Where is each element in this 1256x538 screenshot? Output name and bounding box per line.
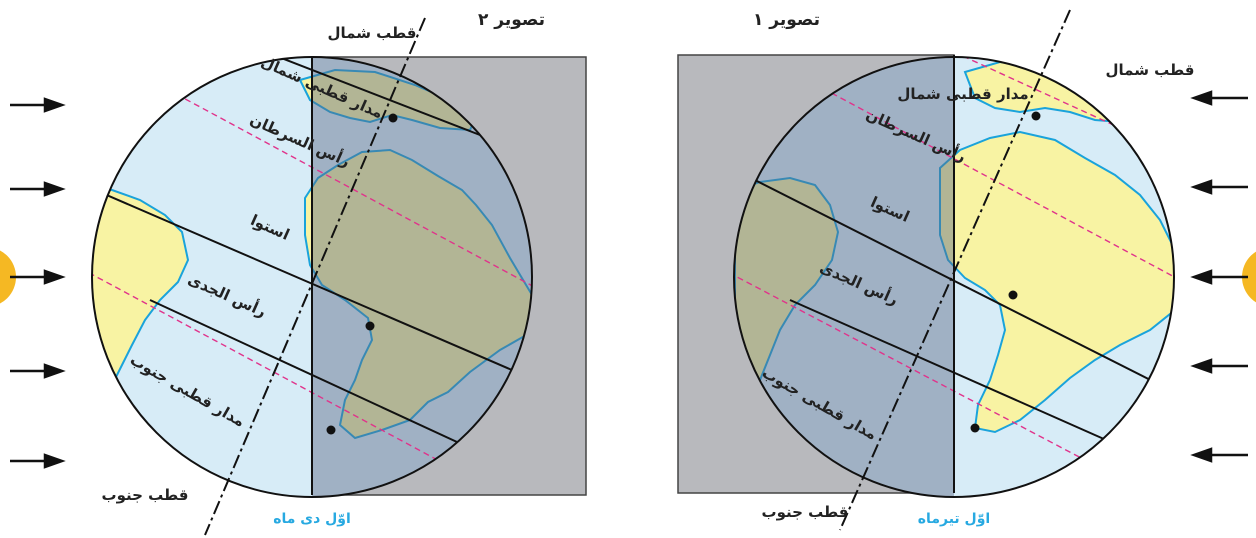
antarctic-circle-line: [789, 299, 1141, 456]
date-label: اوّل دی ماه: [273, 511, 351, 527]
date-label: اوّل تیرماه: [918, 511, 990, 527]
sunlight-arrows-left: [10, 97, 66, 469]
south-pole-label: قطب جنوب: [762, 503, 849, 521]
arrow-icon: [1190, 447, 1248, 463]
arrow-icon: [1190, 179, 1248, 195]
arrow-icon: [10, 363, 66, 379]
city-dot: [326, 425, 336, 435]
sun-icon-left: [0, 250, 16, 304]
arctic-circle-label: مدار قطبی شمال: [897, 85, 1028, 103]
north-pole-label: قطب شمال: [328, 24, 417, 42]
arctic-circle-line: [953, 57, 1121, 129]
arrow-icon: [1190, 90, 1248, 106]
arrow-icon: [10, 97, 66, 113]
arrow-icon: [1190, 269, 1248, 285]
city-dot: [365, 321, 375, 331]
earth-axis: [204, 17, 426, 536]
figure-title: تصویر ۲: [478, 10, 545, 30]
south-pole-label: قطب جنوب: [102, 486, 189, 504]
sun-icon-right: [1242, 251, 1256, 303]
arrow-icon: [10, 181, 66, 197]
africa-land: [304, 148, 532, 440]
arrow-icon: [1190, 358, 1248, 374]
tropic-cancer-line: [149, 79, 532, 291]
figure-1: تصویر ۱ قطب شمال قطب جنوب مدار قطبی شمال…: [677, 9, 1248, 531]
arrow-icon: [10, 269, 66, 285]
figure-2: تصویر ۲ قطب شمال قطب جنوب مدار قطبی شمال…: [10, 10, 587, 536]
equator-line: [734, 169, 1174, 396]
equator-line: [94, 189, 532, 381]
arrow-icon: [10, 453, 66, 469]
city-dot: [388, 113, 398, 123]
earth-axis: [839, 9, 1071, 531]
sunlight-arrows-right: [1190, 90, 1248, 463]
africa-land: [939, 130, 1174, 434]
city-dot: [970, 423, 980, 433]
north-pole-label: قطب شمال: [1106, 61, 1195, 79]
city-dot: [1008, 290, 1018, 300]
city-dot: [1031, 111, 1041, 121]
tropic-cancer-line: [769, 59, 1174, 281]
antarctic-circle-line: [149, 299, 471, 449]
figure-title: تصویر ۱: [753, 10, 820, 30]
